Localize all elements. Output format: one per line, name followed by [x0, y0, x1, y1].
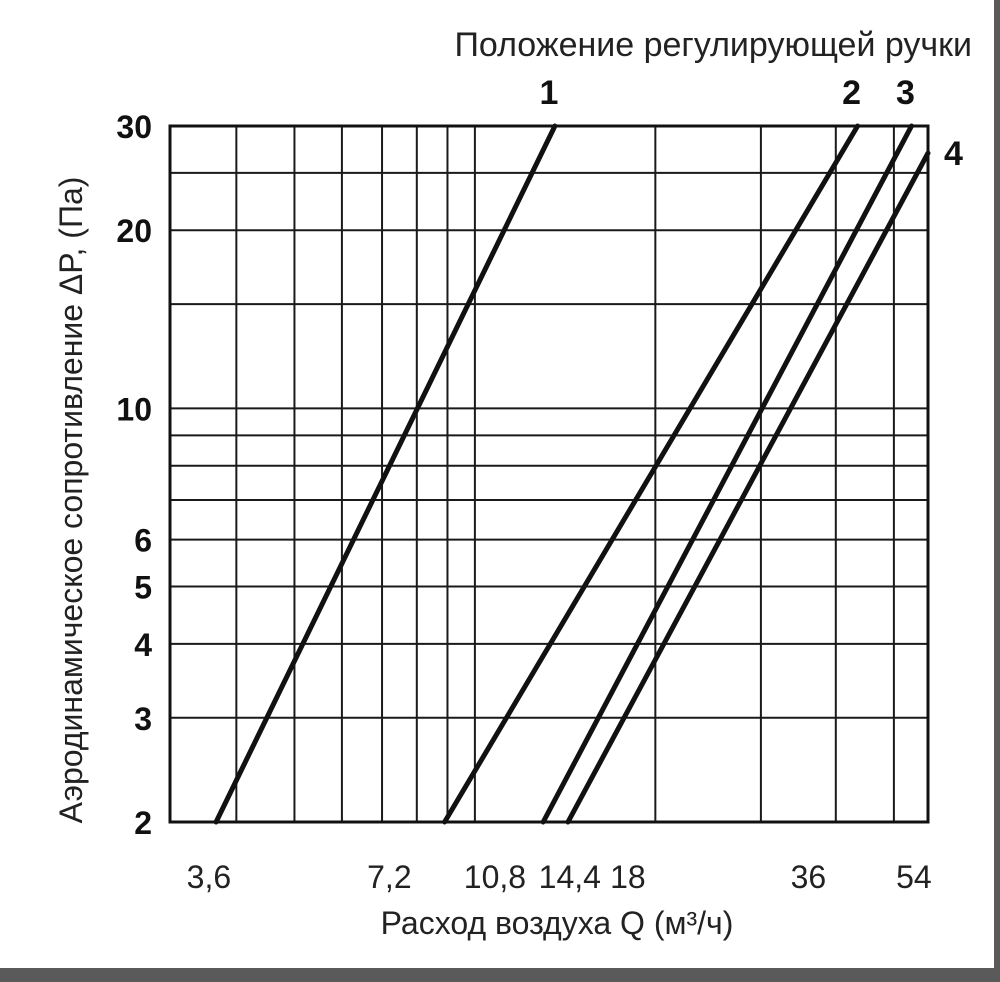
- series-line-1: [213, 123, 558, 825]
- series-label-1: 1: [539, 74, 558, 112]
- y-tick-label: 2: [134, 805, 152, 841]
- y-tick-label: 3: [134, 701, 152, 737]
- series-line-4: [565, 150, 931, 825]
- plot-border: [168, 124, 930, 824]
- y-tick-label: 4: [134, 627, 152, 663]
- grid: [168, 124, 930, 824]
- x-tick-label: 10,8: [464, 859, 526, 895]
- x-tick-label: 18: [610, 859, 646, 895]
- series-label-4: 4: [944, 135, 963, 173]
- y-tick-label: 30: [116, 109, 152, 145]
- series-lines: 1 2 34: [213, 74, 963, 825]
- chart-text: Положение регулирующей ручки Расход возд…: [53, 26, 972, 941]
- x-axis-label: Расход воздуха Q (м³/ч): [381, 905, 734, 941]
- x-tick-label: 3,6: [187, 859, 231, 895]
- y-tick-label: 10: [116, 391, 152, 427]
- x-tick-label: 7,2: [367, 859, 411, 895]
- series-label-3: 3: [896, 74, 915, 112]
- y-tick-label: 20: [116, 213, 152, 249]
- series-line-3: [540, 123, 914, 825]
- series-label-2: 2: [842, 74, 861, 112]
- x-tick-label: 14,4: [539, 859, 601, 895]
- y-tick-label: 5: [134, 570, 152, 606]
- x-tick-label: 36: [791, 859, 827, 895]
- y-tick-label: 6: [134, 523, 152, 559]
- x-tick-label: 54: [896, 859, 932, 895]
- chart: 1 2 34 Положение регулирующей ручки Расход…: [53, 26, 972, 941]
- y-axis-label: Аэродинамическое сопротивление ΔP, (Па): [53, 177, 89, 824]
- series-line-2: [442, 123, 861, 825]
- chart-title: Положение регулирующей ручки: [454, 26, 972, 64]
